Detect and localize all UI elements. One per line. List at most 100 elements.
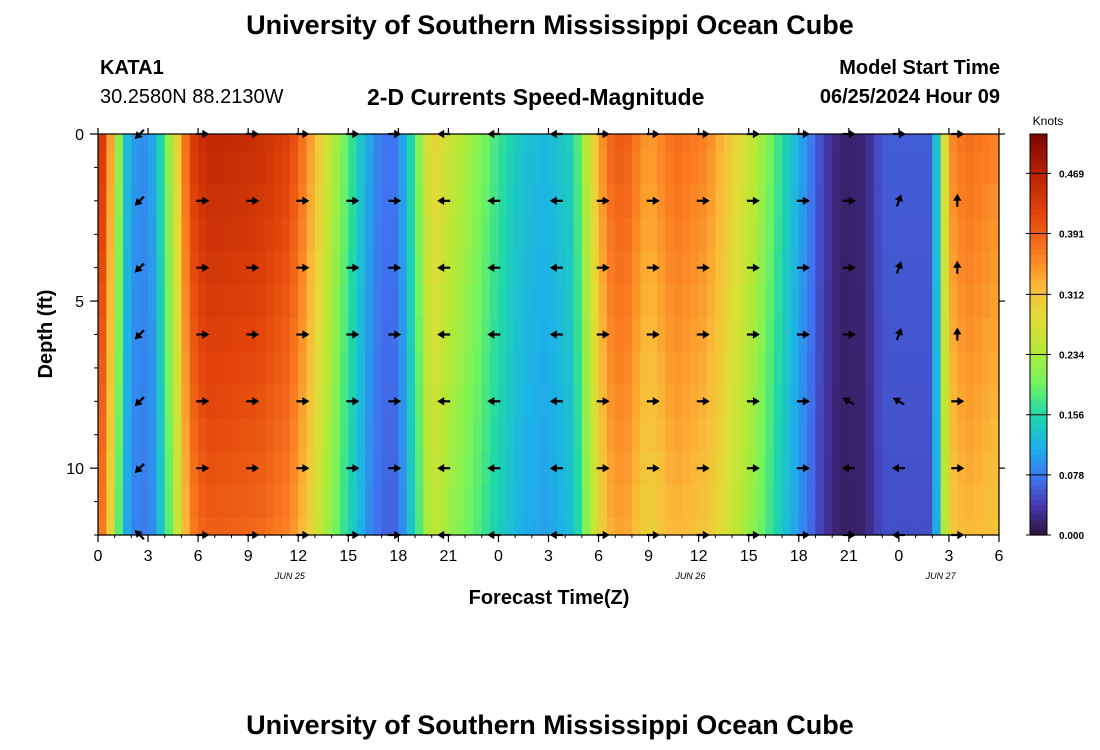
heatmap-cell	[707, 184, 716, 219]
current-arrow-head	[802, 397, 810, 406]
colorbar-segment	[1030, 274, 1047, 280]
heatmap-cell	[982, 134, 992, 152]
heatmap-cell	[606, 418, 616, 453]
heatmap-cell	[873, 134, 883, 152]
heatmap-cell	[364, 418, 374, 453]
current-arrow	[388, 263, 402, 272]
heatmap-cell	[815, 484, 825, 519]
heatmap-cell	[98, 184, 107, 219]
heatmap-cell	[281, 518, 291, 536]
heatmap-cell	[515, 250, 525, 285]
current-arrow-head	[437, 397, 445, 406]
heatmap-cell	[540, 250, 550, 285]
heatmap-cell	[114, 451, 124, 486]
heatmap-cell	[123, 150, 132, 185]
heatmap-cell	[598, 484, 608, 519]
heatmap-cell	[306, 150, 316, 185]
heatmap-cell	[815, 518, 825, 536]
x-tick-label: 21	[439, 548, 457, 565]
heatmap-cell	[798, 150, 808, 185]
current-arrow-head	[134, 398, 143, 407]
heatmap-cell	[782, 451, 792, 486]
heatmap-cell	[840, 351, 850, 386]
heatmap-cell	[456, 184, 466, 219]
heatmap-cell	[640, 351, 650, 386]
colorbar-segment	[1030, 144, 1047, 150]
heatmap-cell	[807, 317, 817, 352]
current-arrow	[388, 397, 402, 406]
heatmap-cell	[173, 134, 183, 152]
current-arrow	[892, 397, 905, 406]
current-arrow	[746, 330, 760, 339]
heatmap-cell	[181, 284, 191, 319]
heatmap-cell	[423, 284, 433, 319]
heatmap-cell	[940, 184, 950, 219]
heatmap-cell	[239, 484, 249, 519]
heatmap-cell	[990, 418, 1000, 453]
current-arrow	[549, 263, 563, 272]
heatmap-cell	[289, 418, 299, 453]
current-arrow	[134, 195, 145, 206]
heatmap-cell	[281, 317, 291, 352]
y-tick-label: 0	[75, 127, 84, 144]
heatmap-cell	[481, 250, 491, 285]
heatmap-cell	[898, 418, 908, 453]
current-arrow	[953, 193, 962, 207]
heatmap-cell	[840, 150, 850, 185]
heatmap-cell	[440, 150, 449, 185]
heatmap-cell	[673, 150, 683, 185]
heatmap-cell	[139, 518, 149, 536]
heatmap-cell	[773, 184, 783, 219]
heatmap-cell	[323, 250, 333, 285]
heatmap-cell	[990, 150, 1000, 185]
x-tick-label: 21	[840, 548, 858, 565]
colorbar-segment	[1030, 394, 1047, 401]
current-arrow	[196, 263, 210, 272]
heatmap-cell	[773, 418, 783, 453]
heatmap-cell	[656, 134, 666, 152]
colorbar-segment	[1030, 469, 1047, 476]
heatmap-cell	[790, 317, 800, 352]
heatmap-cell	[790, 484, 800, 519]
heatmap-cell	[923, 217, 933, 252]
heatmap-cell	[948, 284, 958, 319]
heatmap-cell	[707, 217, 716, 252]
heatmap-cell	[356, 134, 366, 152]
heatmap-cell	[656, 217, 666, 252]
current-arrow	[346, 196, 360, 205]
heatmap-cell	[540, 384, 550, 419]
heatmap-cell	[782, 250, 792, 285]
colorbar-segment	[1030, 234, 1047, 240]
heatmap-cell	[298, 418, 308, 453]
heatmap-cell	[198, 150, 208, 185]
heatmap-cell	[448, 217, 458, 252]
colorbar-tick-label: 0.469	[1059, 169, 1084, 180]
heatmap-cell	[606, 518, 616, 536]
heatmap-cell	[982, 351, 992, 386]
current-arrow-head	[602, 464, 610, 473]
heatmap-cell	[673, 518, 683, 536]
heatmap-cell	[782, 284, 792, 319]
heatmap-cell	[923, 418, 933, 453]
colorbar-segment	[1030, 279, 1047, 285]
heatmap-cell	[882, 284, 892, 319]
heatmap-cell	[581, 351, 591, 386]
heatmap-cell	[456, 284, 466, 319]
heatmap-cell	[656, 317, 666, 352]
heatmap-cell	[732, 384, 741, 419]
heatmap-cell	[523, 184, 533, 219]
heatmap-cell	[306, 184, 316, 219]
x-tick-label: 12	[289, 548, 307, 565]
colorbar-segment	[1030, 414, 1047, 421]
heatmap-cell	[782, 418, 792, 453]
heatmap-cell	[106, 134, 116, 152]
colorbar-segment	[1030, 359, 1047, 366]
heatmap-cell	[690, 317, 700, 352]
heatmap-cell	[656, 150, 666, 185]
heatmap-cell	[173, 217, 183, 252]
colorbar-segment	[1030, 409, 1047, 416]
heatmap-cell	[923, 484, 933, 519]
colorbar-segment	[1030, 479, 1047, 486]
heatmap-cell	[206, 250, 216, 285]
heatmap-cell	[281, 418, 291, 453]
